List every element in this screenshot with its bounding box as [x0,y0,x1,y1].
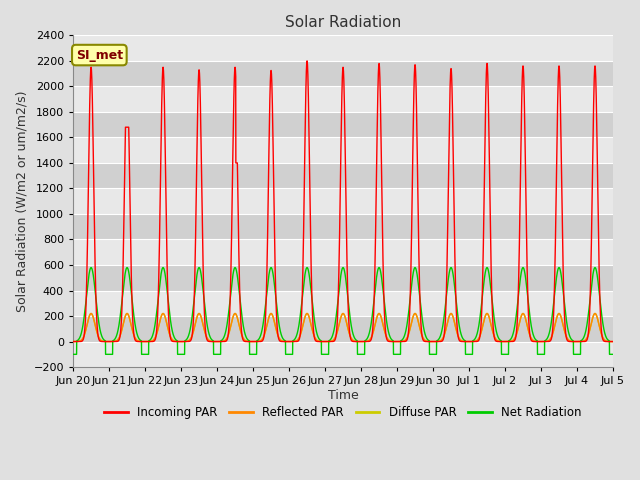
Bar [73,316,613,342]
Bar [73,290,613,316]
Bar [73,112,613,137]
Y-axis label: Solar Radiation (W/m2 or um/m2/s): Solar Radiation (W/m2 or um/m2/s) [15,90,28,312]
Legend: Incoming PAR, Reflected PAR, Diffuse PAR, Net Radiation: Incoming PAR, Reflected PAR, Diffuse PAR… [99,402,587,424]
Bar [73,214,613,240]
Bar [73,86,613,112]
Bar [73,342,613,367]
Bar [73,265,613,290]
Text: SI_met: SI_met [76,48,123,61]
Bar [73,61,613,86]
X-axis label: Time: Time [328,389,358,402]
Title: Solar Radiation: Solar Radiation [285,15,401,30]
Bar [73,163,613,189]
Bar [73,36,613,61]
Bar [73,189,613,214]
Bar [73,240,613,265]
Bar [73,137,613,163]
